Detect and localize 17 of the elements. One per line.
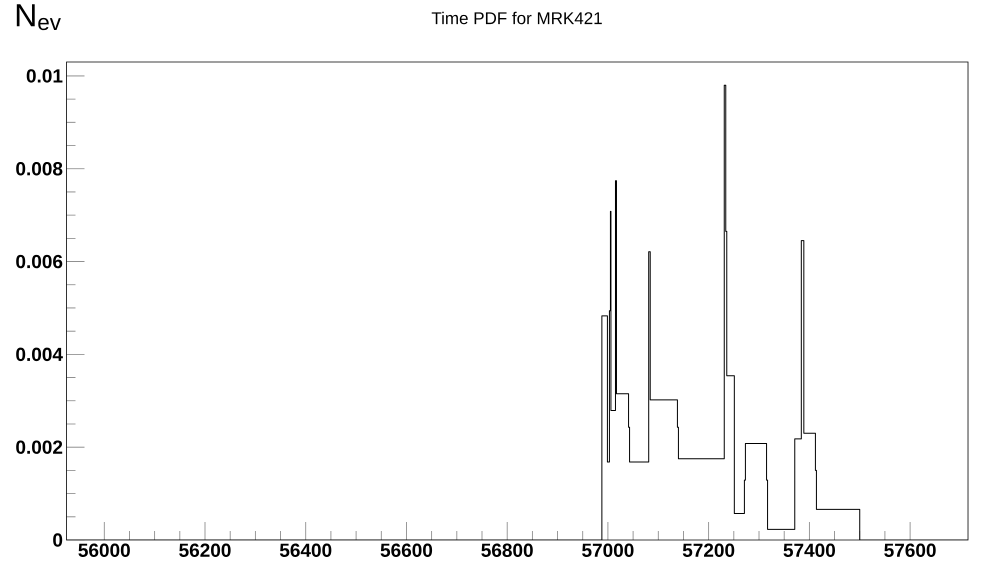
x-tick-label: 57400 [784, 544, 835, 557]
y-tick-label: 0.006 [16, 254, 62, 268]
chart-title: Time PDF for MRK421 [432, 12, 602, 24]
x-tick-label: 56600 [380, 544, 432, 557]
x-tick-label: 56000 [78, 544, 130, 557]
x-tick-label: 57200 [682, 544, 734, 557]
y-axis-title: N$_{ev}$ [16, 4, 61, 30]
y-tick-label: 0 [53, 533, 62, 547]
x-tick-label: 57600 [884, 544, 936, 557]
y-tick-label: 0.004 [16, 348, 63, 362]
x-tick-label: 57000 [582, 544, 634, 557]
y-tick-label: 0.002 [16, 440, 62, 454]
x-tick-label: 56400 [280, 544, 332, 557]
x-tick-label: 56200 [179, 544, 231, 557]
y-tick-label: 0.01 [26, 69, 62, 83]
x-tick-label: 56800 [481, 544, 533, 557]
y-tick-label: 0.008 [16, 162, 62, 176]
